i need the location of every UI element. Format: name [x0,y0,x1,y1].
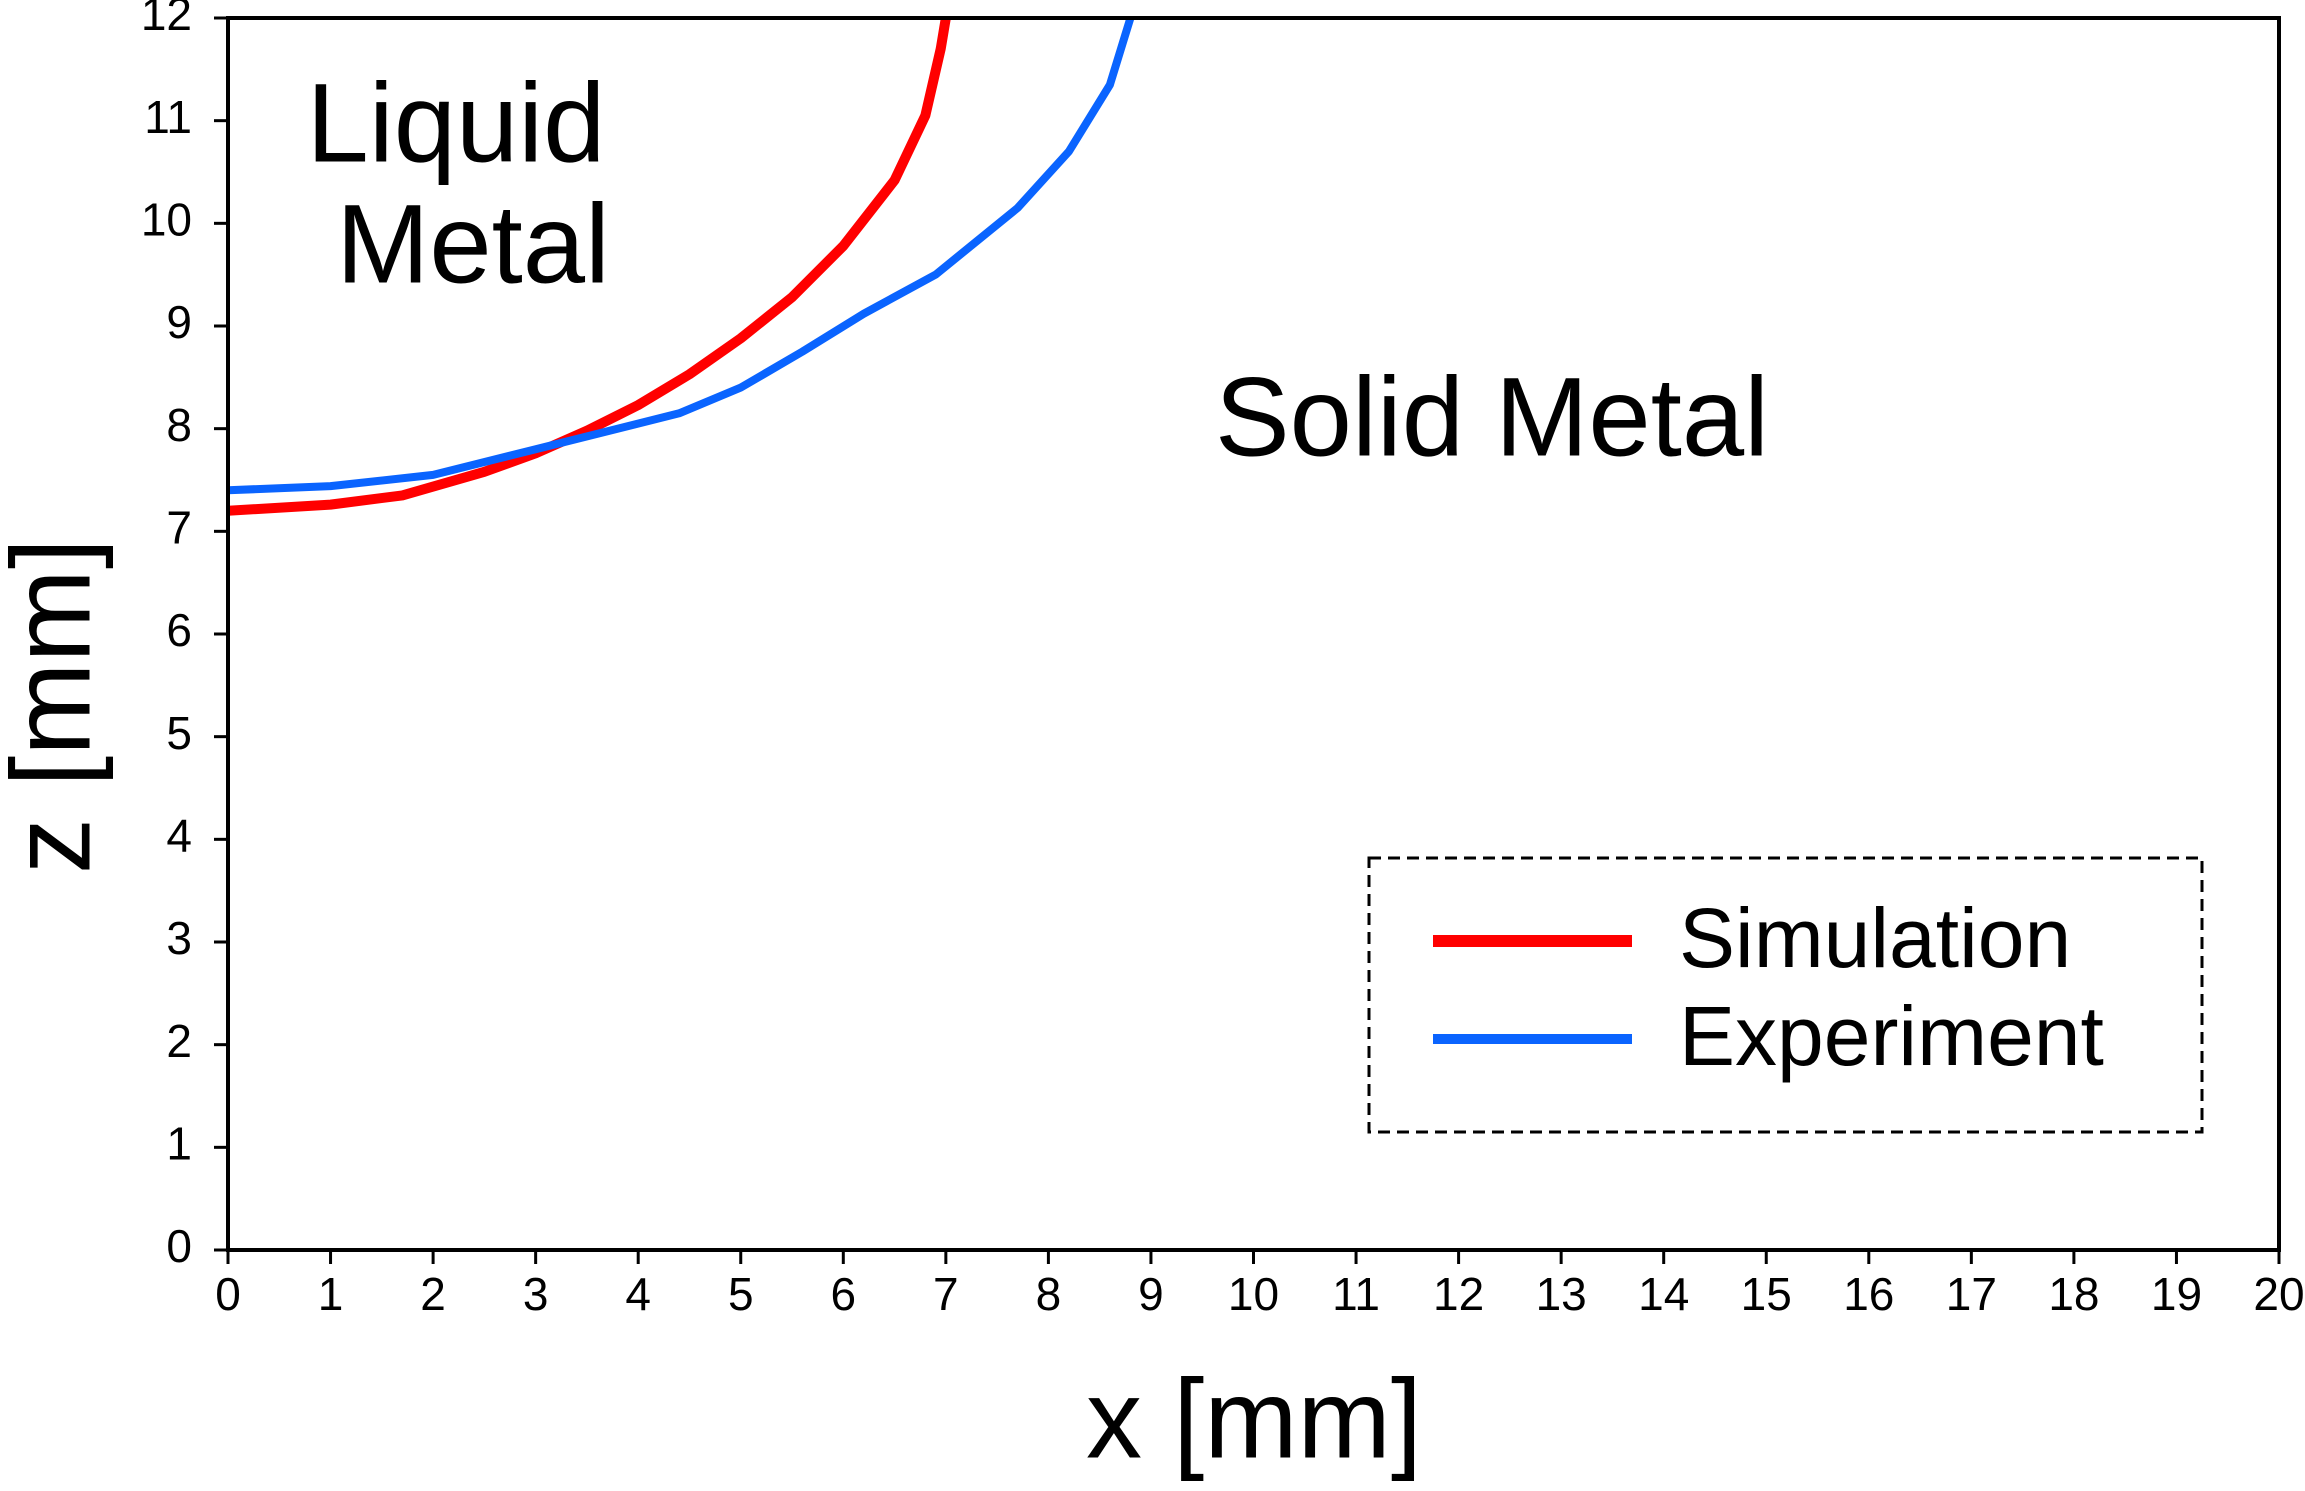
line [228,18,951,516]
legend-box [1367,856,2204,1134]
x-tick-label: 7 [933,1268,959,1320]
annotation: Metal [336,182,610,307]
x-tick-label: 2 [420,1268,446,1320]
x-tick-label: 4 [625,1268,651,1320]
x-tick-label: 6 [831,1268,857,1320]
x-tick-label: 20 [2253,1268,2304,1320]
y-tick-label: 8 [166,399,192,451]
x-tick-label: 10 [1228,1268,1279,1320]
x-axis-label: x [mm] [1086,1357,1422,1482]
y-tick-label: 4 [166,809,192,861]
x-tick-label: 13 [1536,1268,1587,1320]
annotation: Liquid [307,61,606,186]
y-tick-label: 12 [141,0,192,40]
line [228,18,1135,495]
x-tick-label: 14 [1638,1268,1689,1320]
legend-label: Experiment [1679,989,2104,1083]
x-tick-label: 15 [1741,1268,1792,1320]
x-tick-label: 5 [728,1268,754,1320]
y-axis-label: z [mm] [0,538,114,874]
x-tick-label: 9 [1138,1268,1164,1320]
y-tick-label: 9 [166,296,192,348]
x-tick-label: 12 [1433,1268,1484,1320]
x-tick-label: 16 [1843,1268,1894,1320]
y-tick-label: 6 [166,604,192,656]
y-tick-label: 7 [166,501,192,553]
y-tick-label: 1 [166,1117,192,1169]
annotation: Solid Metal [1215,355,1769,480]
plot-frame [226,16,2281,1252]
y-tick-label: 11 [144,91,192,143]
y-tick-label: 10 [141,193,192,245]
x-tick-label: 19 [2151,1268,2202,1320]
x-tick-label: 1 [318,1268,344,1320]
y-tick-label: 5 [166,707,192,759]
y-tick-label: 2 [166,1015,192,1067]
x-tick-label: 3 [523,1268,549,1320]
y-tick-label: 3 [166,912,192,964]
x-tick-label: 8 [1036,1268,1062,1320]
x-tick-label: 11 [1332,1268,1380,1320]
x-tick-label: 18 [2048,1268,2099,1320]
x-tick-label: 17 [1946,1268,1997,1320]
y-tick-label: 0 [166,1220,192,1272]
legend-label: Simulation [1679,891,2071,985]
x-tick-label: 0 [215,1268,241,1320]
plot-area [228,18,1135,516]
